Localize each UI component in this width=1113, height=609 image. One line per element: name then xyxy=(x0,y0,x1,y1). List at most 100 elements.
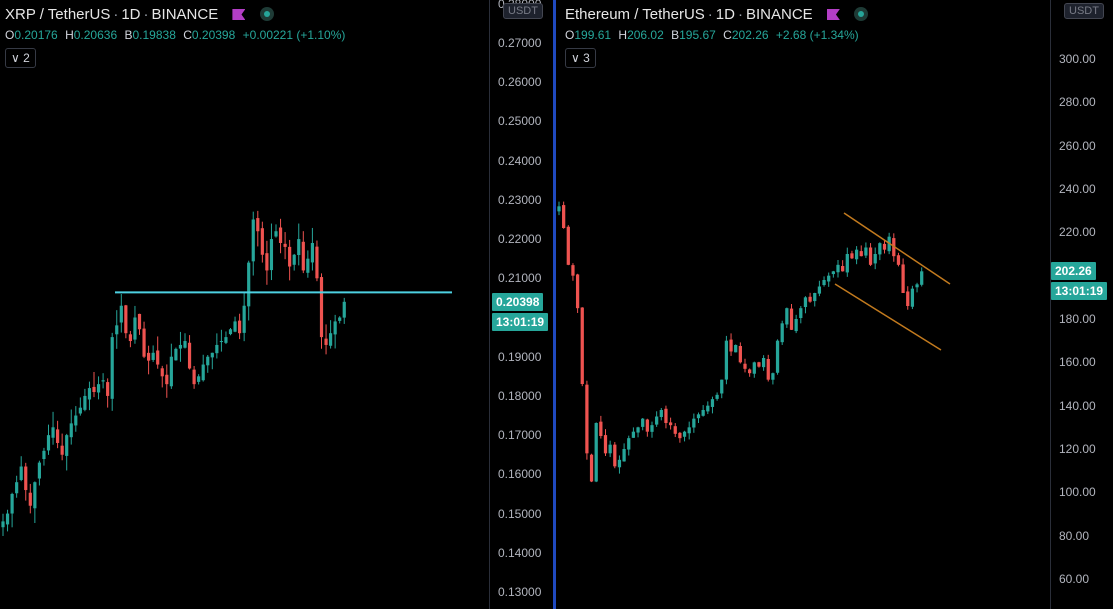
price-axis-border xyxy=(1050,0,1051,609)
candle-body xyxy=(292,254,296,265)
xrp-candlestick-chart[interactable] xyxy=(0,0,553,609)
candle-body xyxy=(743,363,747,369)
candle-body xyxy=(687,427,691,434)
close-label: C xyxy=(723,28,732,42)
candle-body xyxy=(720,379,724,394)
candle-body xyxy=(608,444,612,454)
open-label: O xyxy=(565,28,575,42)
candle-body xyxy=(664,408,668,423)
candle-body xyxy=(147,352,151,361)
indicators-collapse-button[interactable]: ∨ 3 xyxy=(565,48,596,68)
candle-body xyxy=(868,247,873,265)
eth-candlestick-chart[interactable] xyxy=(556,0,1113,609)
price-tick-label: 0.22000 xyxy=(498,232,542,247)
candle-body xyxy=(151,352,155,360)
candle-body xyxy=(169,356,173,387)
close-label: C xyxy=(183,28,192,42)
candle-body xyxy=(766,358,770,380)
symbol-title[interactable]: XRP / TetherUS · 1D · BINANCE xyxy=(5,6,274,23)
candle-body xyxy=(599,421,603,436)
symbol-name: Ethereum / TetherUS xyxy=(565,6,705,23)
candle-body xyxy=(46,435,51,451)
chart-pane-eth[interactable]: 300.00280.00260.00240.00220.00200.00180.… xyxy=(556,0,1113,609)
open-value: 0.20176 xyxy=(14,28,58,42)
candle-body xyxy=(808,296,812,302)
candle-body xyxy=(160,368,164,377)
candle-body xyxy=(580,307,584,384)
candle-body xyxy=(51,427,55,438)
candle-body xyxy=(69,423,73,438)
candle-body xyxy=(110,337,114,399)
candle-body xyxy=(56,429,60,443)
low-value: 0.19838 xyxy=(132,28,176,42)
candle-body xyxy=(15,482,19,494)
candle-body xyxy=(319,277,324,338)
candle-body xyxy=(1,521,5,528)
candle-body xyxy=(101,380,105,382)
candle-body xyxy=(278,227,283,243)
candle-body xyxy=(137,313,142,330)
candle-body xyxy=(575,274,580,309)
high-label: H xyxy=(618,28,628,42)
candle-body xyxy=(310,242,314,263)
candle-body xyxy=(60,445,64,455)
candle-body xyxy=(799,308,803,319)
candle-body xyxy=(873,254,877,264)
close-value: 202.26 xyxy=(731,28,769,42)
candle-body xyxy=(42,450,46,460)
price-tick-label: 0.25000 xyxy=(498,114,542,129)
price-tick-label: 0.13000 xyxy=(498,585,542,599)
flag-icon[interactable] xyxy=(232,9,246,20)
candle-body xyxy=(315,246,319,279)
candle-body xyxy=(850,253,854,259)
symbol-title[interactable]: Ethereum / TetherUS · 1D · BINANCE xyxy=(565,6,869,23)
candle-body xyxy=(37,462,41,479)
indicators-collapse-button[interactable]: ∨ 2 xyxy=(5,48,36,68)
candle-body xyxy=(803,297,808,308)
candle-body xyxy=(864,247,868,256)
price-tick-label: 0.23000 xyxy=(498,192,542,207)
candle-body xyxy=(785,308,789,325)
candle-body xyxy=(178,344,183,349)
trend-channel-line[interactable] xyxy=(834,283,942,351)
candle-body xyxy=(156,350,160,365)
low-value: 195.67 xyxy=(679,28,716,42)
candle-body xyxy=(301,241,305,271)
candle-body xyxy=(201,364,205,381)
candle-body xyxy=(92,386,96,393)
candle-body xyxy=(5,513,10,525)
candle-body xyxy=(562,205,566,228)
chart-pane-xrp[interactable]: 0.280000.270000.260000.250000.240000.230… xyxy=(0,0,553,609)
price-tick-label: 80.00 xyxy=(1059,528,1090,543)
candle-body xyxy=(119,305,123,323)
candle-body xyxy=(288,246,292,267)
candle-body xyxy=(192,369,196,385)
candle-body xyxy=(696,414,701,419)
high-label: H xyxy=(65,28,74,42)
candle-body xyxy=(124,305,128,334)
candle-body xyxy=(817,286,822,294)
currency-button[interactable]: USDT xyxy=(1064,3,1104,19)
candle-body xyxy=(734,345,738,353)
candle-body xyxy=(724,340,729,380)
price-tick-label: 140.00 xyxy=(1059,398,1096,413)
candle-body xyxy=(910,288,915,307)
candle-body xyxy=(306,258,310,273)
pane-divider[interactable] xyxy=(553,0,556,609)
candle-body xyxy=(324,338,328,345)
candle-body xyxy=(854,249,859,260)
candle-body xyxy=(915,284,919,288)
candle-body xyxy=(342,301,346,318)
candle-body xyxy=(83,395,87,410)
price-tick-label: 220.00 xyxy=(1059,225,1096,240)
candle-body xyxy=(247,262,251,307)
currency-button[interactable]: USDT xyxy=(503,3,543,19)
candle-body xyxy=(133,317,137,340)
candle-body xyxy=(589,454,594,482)
trend-channel-line[interactable] xyxy=(843,212,951,285)
flag-icon[interactable] xyxy=(826,9,840,20)
price-tick-label: 120.00 xyxy=(1059,442,1096,456)
candle-body xyxy=(710,399,715,407)
candle-body xyxy=(655,416,659,425)
candle-body xyxy=(831,271,835,275)
